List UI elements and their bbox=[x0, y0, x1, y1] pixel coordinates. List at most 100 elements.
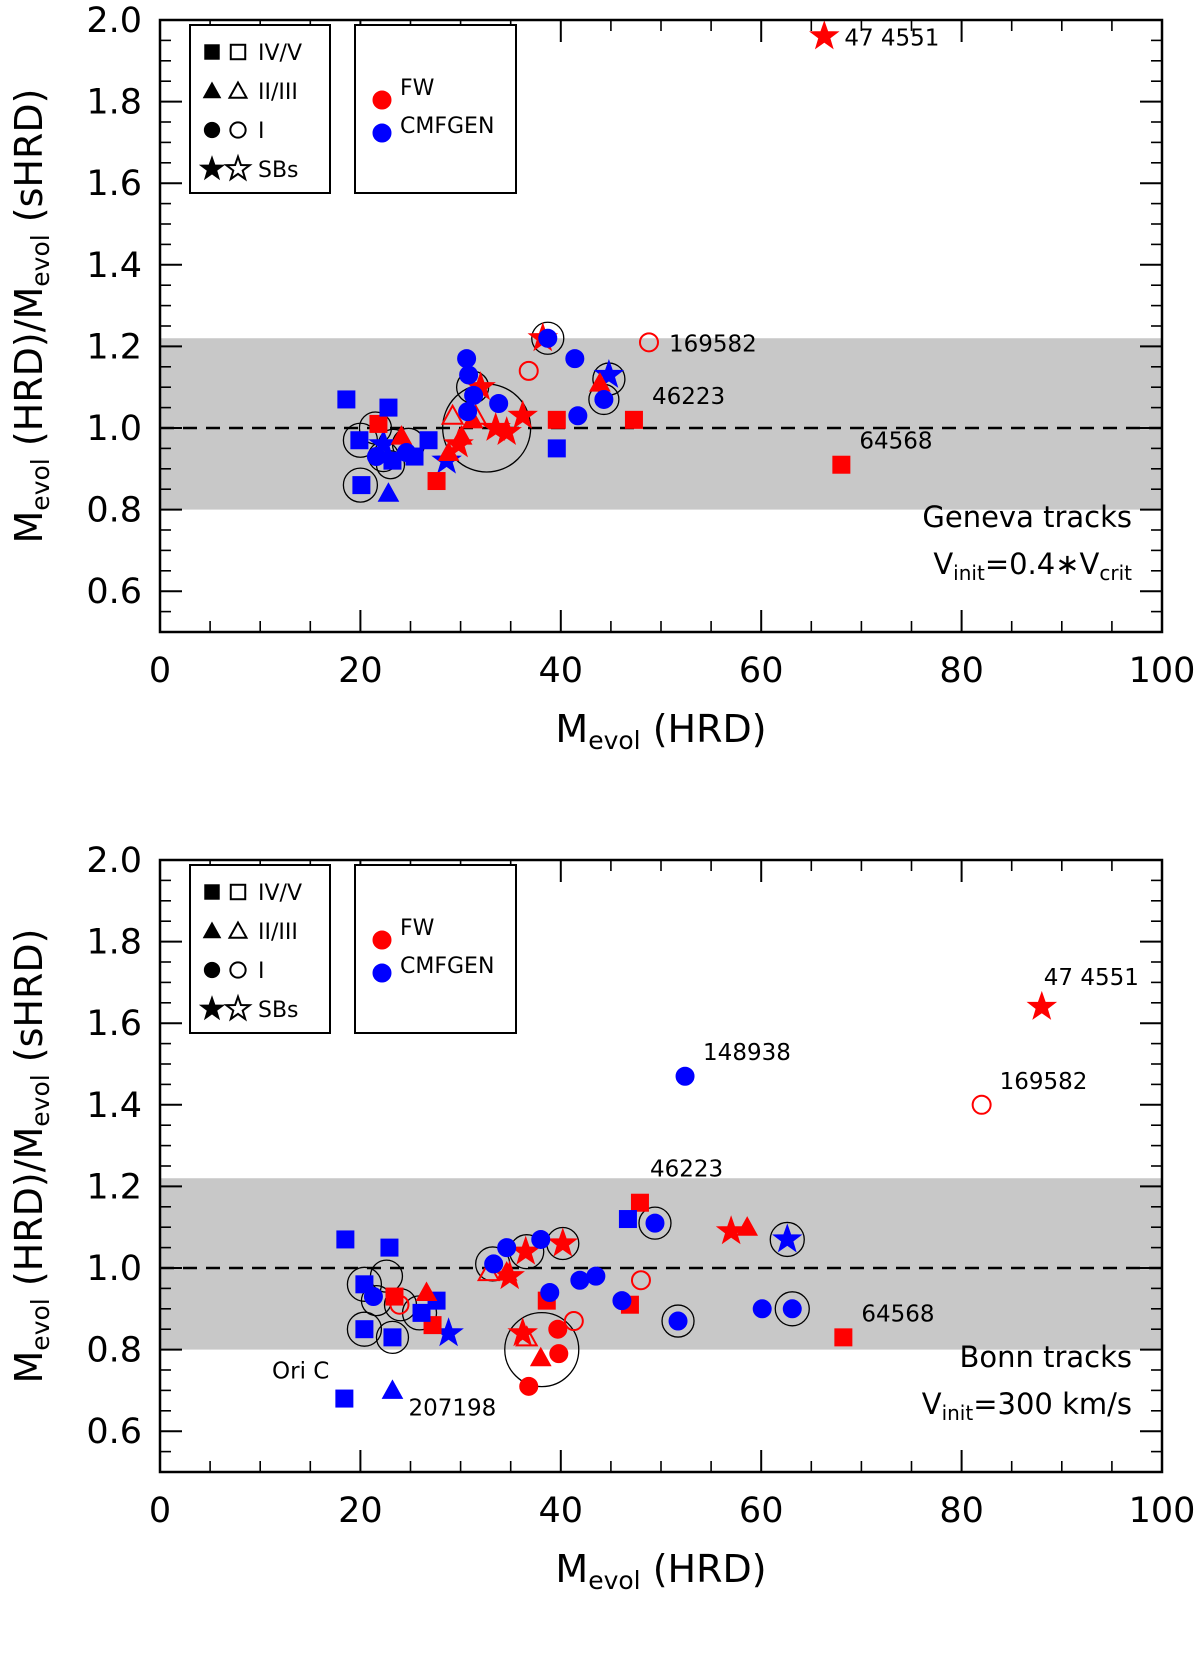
legend-circle-filled-icon bbox=[203, 961, 221, 979]
data-point-circle bbox=[366, 447, 386, 467]
binary-ring bbox=[346, 1266, 383, 1302]
y-axis-title-group: Mevol (HRD)/Mevol (sHRD) bbox=[7, 929, 55, 1384]
point-annotation: 207198 bbox=[408, 1395, 496, 1421]
y-tick-label: 1.8 bbox=[86, 923, 142, 963]
data-point-circle bbox=[563, 1311, 584, 1332]
data-point-star bbox=[809, 20, 840, 50]
data-point-circle bbox=[489, 394, 509, 414]
data-point-circle bbox=[638, 332, 659, 353]
binary-ring bbox=[375, 1320, 410, 1355]
data-point-star bbox=[507, 399, 538, 429]
data-point-circle bbox=[363, 1287, 383, 1307]
y-tick-label: 2.0 bbox=[86, 1, 142, 41]
vinit-label: Vinit=300 km/s bbox=[922, 1387, 1132, 1425]
x-tick-label: 20 bbox=[338, 651, 383, 691]
x-tick-label: 80 bbox=[939, 1491, 984, 1531]
legend-star-open-icon bbox=[223, 993, 253, 1022]
legend-square-open-icon bbox=[229, 43, 247, 61]
data-point-circle bbox=[497, 1238, 517, 1258]
legend-square-open-icon bbox=[229, 883, 247, 901]
point-annotation: 148938 bbox=[703, 1040, 791, 1066]
x-tick-label: 100 bbox=[1129, 651, 1196, 691]
binary-ring bbox=[638, 1206, 672, 1240]
data-point-circle bbox=[548, 1319, 568, 1339]
point-annotation: 46223 bbox=[650, 1157, 723, 1183]
legend-triangle-filled-icon bbox=[202, 921, 222, 939]
data-point-circle bbox=[752, 1299, 772, 1319]
legend-shape-label: IV/V bbox=[258, 881, 302, 906]
legend-red-circle-icon bbox=[372, 90, 392, 110]
legend-square-filled-icon bbox=[204, 884, 220, 900]
point-annotation: 46223 bbox=[652, 384, 725, 410]
y-tick-label: 1.6 bbox=[86, 1004, 142, 1044]
legend-color-label: CMFGEN bbox=[400, 114, 494, 139]
legend-shape-label: IV/V bbox=[258, 41, 302, 66]
legend-circle-open-icon bbox=[229, 961, 247, 979]
data-point-square bbox=[832, 455, 851, 474]
binary-ring bbox=[769, 1221, 805, 1258]
data-point-circle bbox=[645, 1213, 665, 1233]
data-point-circle bbox=[464, 385, 484, 405]
data-point-triangle bbox=[377, 482, 400, 502]
legend-shape-label: I bbox=[258, 959, 265, 984]
data-point-star bbox=[772, 1223, 803, 1253]
x-axis-title: Mevol (HRD) bbox=[555, 707, 766, 755]
uncertainty-band bbox=[160, 1178, 1162, 1350]
data-point-circle bbox=[458, 402, 478, 422]
y-tick-label: 0.6 bbox=[86, 572, 142, 612]
point-annotation: 64568 bbox=[861, 1301, 934, 1327]
x-tick-label: 40 bbox=[539, 1491, 584, 1531]
y-tick-label: 1.0 bbox=[86, 1249, 142, 1289]
binary-ring bbox=[346, 1311, 383, 1347]
data-point-star bbox=[507, 1317, 538, 1347]
data-point-circle bbox=[518, 360, 539, 381]
data-point-square bbox=[547, 410, 566, 429]
x-tick-label: 60 bbox=[739, 1491, 784, 1531]
data-point-circle bbox=[540, 1282, 560, 1302]
data-point-circle bbox=[971, 1094, 992, 1115]
data-point-triangle bbox=[415, 1281, 438, 1301]
data-point-circle bbox=[570, 1270, 590, 1290]
legend-star-filled-icon bbox=[198, 155, 226, 181]
y-tick-label: 2.0 bbox=[86, 841, 142, 881]
bonn-panel: 0 20 40 60 80 100 0.6 0.8 1.0 1.2 1.4 1.6 1.8 2.0 Mevo… bbox=[7, 841, 1195, 1595]
data-point-star bbox=[593, 358, 625, 388]
data-point-square bbox=[419, 431, 438, 450]
legend-shape-label: SBs bbox=[258, 158, 299, 183]
x-tick-label: 100 bbox=[1129, 1491, 1196, 1531]
x-tick-label: 20 bbox=[338, 1491, 383, 1531]
legend-red-circle-icon bbox=[372, 930, 392, 950]
legend-triangle-filled-icon bbox=[202, 81, 222, 99]
data-point-triangle bbox=[440, 403, 465, 425]
legend-star-open-icon bbox=[223, 153, 253, 182]
vinit-label: Vinit=0.4∗Vcrit bbox=[933, 547, 1132, 585]
data-point-triangle bbox=[437, 441, 460, 461]
binary-ring bbox=[531, 321, 565, 355]
legend-color-label: CMFGEN bbox=[400, 954, 494, 979]
data-point-square bbox=[630, 1193, 649, 1212]
data-point-triangle bbox=[381, 1379, 404, 1399]
y-tick-label: 1.4 bbox=[86, 246, 142, 286]
x-tick-label: 40 bbox=[539, 651, 584, 691]
data-point-square bbox=[624, 410, 643, 429]
data-point-circle bbox=[586, 1266, 606, 1286]
x-axis-title: Mevol (HRD) bbox=[555, 1547, 766, 1595]
x-tick-label: 0 bbox=[149, 651, 171, 691]
data-point-circle bbox=[630, 1270, 651, 1291]
data-point-triangle bbox=[515, 1325, 539, 1347]
point-annotation: 169582 bbox=[1000, 1069, 1088, 1095]
data-point-triangle bbox=[450, 425, 473, 445]
data-point-square bbox=[335, 1389, 354, 1408]
y-tick-label: 1.2 bbox=[86, 1167, 142, 1207]
point-annotation: 64568 bbox=[859, 429, 932, 455]
data-point-circle bbox=[594, 389, 614, 409]
y-tick-label: 0.8 bbox=[86, 1331, 142, 1371]
legend-shape-label: II/III bbox=[258, 920, 298, 945]
data-point-square bbox=[547, 439, 566, 458]
data-point-square bbox=[350, 431, 369, 450]
legend-square-filled-icon bbox=[204, 44, 220, 60]
data-point-circle bbox=[549, 1344, 569, 1364]
data-point-circle bbox=[675, 1066, 695, 1086]
data-point-circle bbox=[396, 442, 416, 462]
